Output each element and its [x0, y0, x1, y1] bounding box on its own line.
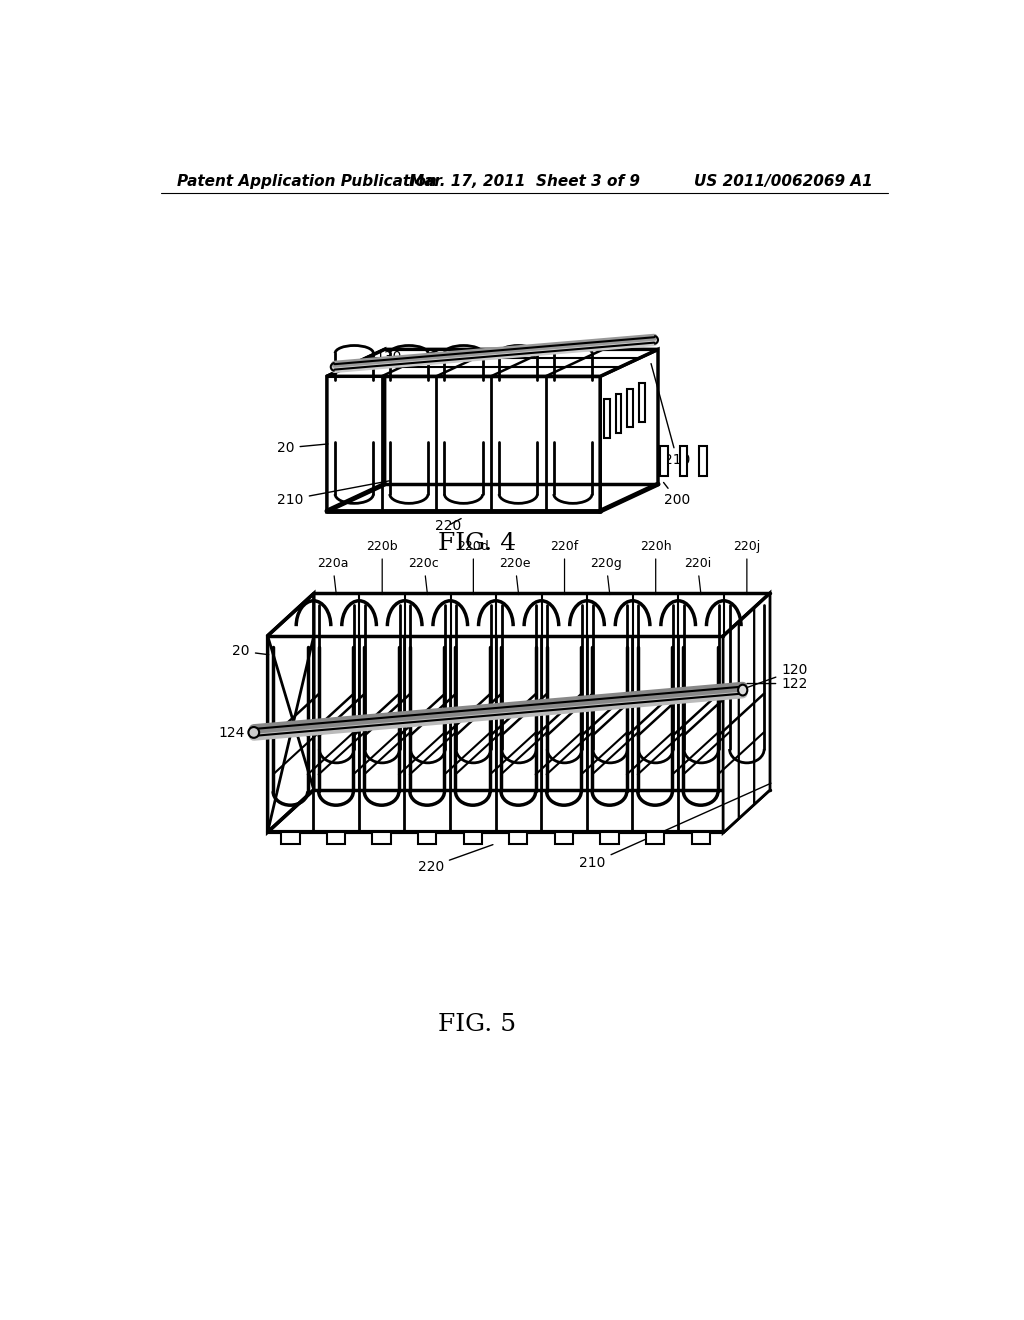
- Ellipse shape: [738, 685, 748, 696]
- Text: 210: 210: [278, 480, 389, 507]
- Text: 220h: 220h: [640, 540, 672, 594]
- Text: 220c: 220c: [409, 557, 439, 594]
- Bar: [373, 832, 391, 843]
- Text: 120: 120: [741, 664, 808, 689]
- Polygon shape: [327, 376, 600, 511]
- Text: 130: 130: [352, 350, 401, 367]
- Text: 220d: 220d: [458, 540, 489, 594]
- Text: 220g: 220g: [591, 557, 623, 594]
- Text: 220: 220: [418, 845, 493, 874]
- Polygon shape: [327, 350, 658, 376]
- Text: 220b: 220b: [367, 540, 398, 594]
- Polygon shape: [680, 446, 687, 477]
- Text: 20: 20: [232, 644, 268, 659]
- Bar: [327, 832, 345, 843]
- Bar: [604, 400, 610, 438]
- Polygon shape: [660, 446, 668, 477]
- Bar: [646, 832, 665, 843]
- Bar: [639, 383, 644, 422]
- Text: 210: 210: [651, 363, 690, 467]
- Bar: [282, 832, 300, 843]
- Polygon shape: [327, 350, 385, 511]
- Text: 220: 220: [434, 519, 461, 533]
- Text: 220j: 220j: [733, 540, 761, 594]
- Text: Patent Application Publication: Patent Application Publication: [177, 174, 436, 189]
- Text: Mar. 17, 2011  Sheet 3 of 9: Mar. 17, 2011 Sheet 3 of 9: [410, 174, 640, 189]
- Ellipse shape: [249, 727, 259, 738]
- Bar: [464, 832, 482, 843]
- Text: 124: 124: [218, 726, 255, 739]
- Text: 220a: 220a: [317, 557, 348, 594]
- Bar: [615, 395, 622, 433]
- Text: US 2011/0062069 A1: US 2011/0062069 A1: [694, 174, 872, 189]
- Bar: [418, 832, 436, 843]
- Bar: [691, 832, 710, 843]
- Polygon shape: [698, 446, 707, 477]
- Polygon shape: [755, 594, 770, 804]
- Polygon shape: [724, 622, 739, 832]
- Bar: [509, 832, 527, 843]
- Bar: [555, 832, 573, 843]
- Text: 220i: 220i: [684, 557, 711, 594]
- Polygon shape: [724, 594, 770, 832]
- Text: FIG. 4: FIG. 4: [438, 532, 516, 554]
- Text: 220f: 220f: [551, 540, 579, 594]
- Text: FIG. 5: FIG. 5: [438, 1014, 516, 1036]
- Text: 20: 20: [278, 441, 328, 455]
- Polygon shape: [267, 594, 313, 832]
- Text: 200: 200: [664, 483, 690, 507]
- Polygon shape: [739, 607, 755, 818]
- Bar: [628, 388, 633, 428]
- Text: 210: 210: [580, 783, 771, 870]
- Polygon shape: [600, 350, 658, 511]
- Text: 122: 122: [748, 677, 808, 690]
- Bar: [600, 832, 618, 843]
- Text: 220e: 220e: [500, 557, 530, 594]
